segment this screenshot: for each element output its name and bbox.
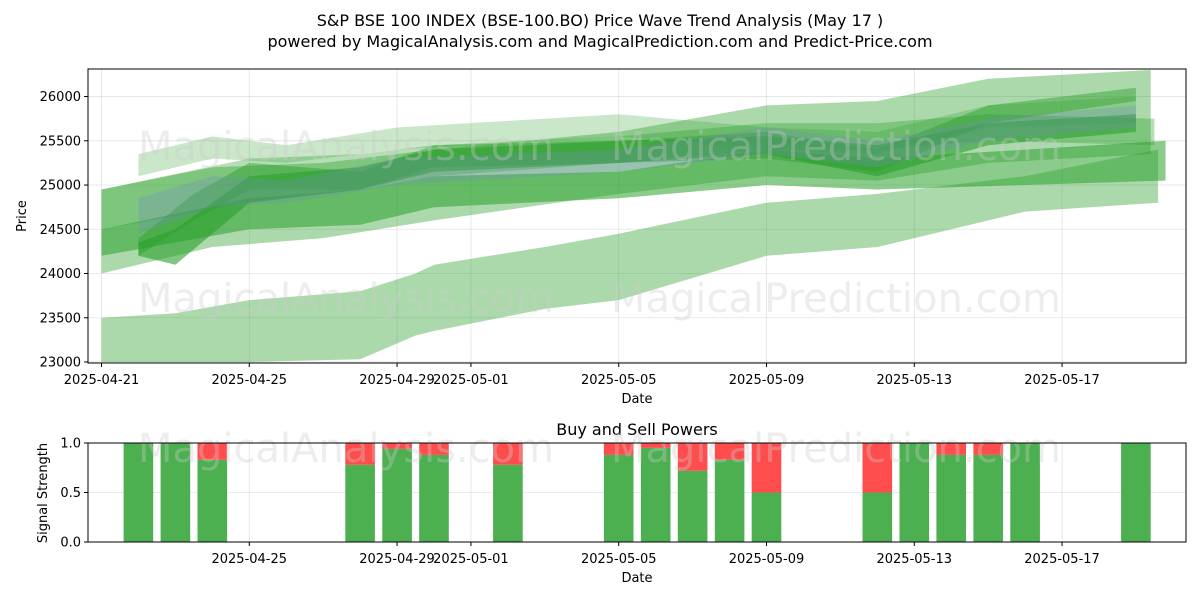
buy-bar: [1010, 443, 1040, 542]
watermark-mid-left: MagicalAnalysis.com: [138, 276, 554, 322]
buy-bar: [862, 492, 893, 542]
buy-sell-y-axis-label: Signal Strength: [36, 443, 51, 543]
buy-bar: [345, 464, 375, 542]
sell-bar: [197, 443, 228, 460]
sell-bar: [345, 443, 375, 465]
price-band: [138, 87, 1136, 256]
sell-bar: [714, 443, 745, 460]
price-y-axis-label: Price: [15, 200, 30, 232]
buy-sell-x-tick-label: 2025-05-13: [876, 552, 952, 567]
buy-sell-y-ticks: 0.0 0.5 1.0: [60, 437, 88, 551]
price-x-axis-label: Date: [621, 392, 652, 407]
price-y-tick-label: 23000: [40, 356, 81, 371]
price-chart-grid: [88, 69, 1186, 363]
sell-bar: [677, 443, 708, 471]
buy-sell-x-axis-label: Date: [621, 571, 652, 586]
buy-sell-x-tick-label: 2025-05-17: [1024, 552, 1100, 567]
buy-bar: [1121, 443, 1151, 542]
buy-bar: [751, 492, 782, 542]
watermark-mid-right: MagicalPrediction.com: [611, 276, 1061, 322]
price-band: [138, 105, 1136, 234]
price-y-tick-label: 24500: [40, 223, 81, 238]
buy-bar: [419, 454, 449, 542]
buy-bar: [493, 464, 523, 542]
buy-sell-chart: Buy and Sell Powers MagicalAnalysis.com …: [36, 420, 1187, 586]
buy-bar: [160, 443, 191, 542]
price-band: [138, 96, 1136, 177]
price-y-ticks: 23000 23500 24000 24500 25000 25500 26000: [40, 90, 88, 371]
price-chart: MagicalAnalysis.com MagicalPrediction.co…: [15, 68, 1187, 407]
price-band: [101, 70, 1151, 274]
sell-bar: [936, 443, 966, 455]
sell-bar: [640, 443, 671, 448]
buy-sell-y-tick-label: 0.5: [60, 486, 81, 501]
buy-sell-y-tick-label: 0.0: [60, 536, 81, 551]
buy-sell-chart-title: Buy and Sell Powers: [556, 420, 718, 439]
buy-sell-bars: [123, 443, 1151, 542]
buy-sell-x-tick-label: 2025-05-05: [581, 552, 657, 567]
sell-bar: [419, 443, 449, 455]
chart-title: S&P BSE 100 INDEX (BSE-100.BO) Price Wav…: [317, 11, 884, 30]
watermark-top-left: MagicalAnalysis.com: [138, 124, 554, 170]
sell-bar: [603, 443, 634, 455]
price-y-tick-label: 26000: [40, 90, 81, 105]
chart-subtitle: powered by MagicalAnalysis.com and Magic…: [267, 32, 932, 51]
sell-bar: [382, 443, 412, 449]
buy-bar: [936, 454, 966, 542]
sell-bar: [973, 443, 1003, 455]
watermark-bottom-right: MagicalPrediction.com: [611, 426, 1061, 472]
price-x-tick-label: 2025-04-29: [359, 373, 435, 388]
sell-bar: [862, 443, 893, 493]
buy-bar: [640, 447, 671, 542]
watermark-top-right: MagicalPrediction.com: [611, 124, 1061, 170]
price-x-ticks: 2025-04-21 2025-04-25 2025-04-292025-05-01…: [64, 363, 1100, 388]
buy-bar: [603, 454, 634, 542]
price-x-tick-label: 2025-04-25: [211, 373, 287, 388]
sell-bar: [493, 443, 523, 465]
buy-bar: [197, 459, 228, 542]
buy-sell-x-tick-label: 2025-04-29: [359, 552, 435, 567]
buy-bar: [677, 470, 708, 542]
watermark-bottom-left: MagicalAnalysis.com: [138, 426, 554, 472]
buy-bar: [382, 448, 412, 542]
buy-sell-x-tick-label: 2025-04-25: [211, 552, 287, 567]
price-x-tick-label: 2025-05-13: [876, 373, 952, 388]
price-x-tick-label: 2025-05-09: [729, 373, 805, 388]
buy-sell-y-tick-label: 1.0: [60, 437, 81, 452]
price-x-tick-label: 2025-05-17: [1024, 373, 1100, 388]
price-y-tick-label: 24000: [40, 267, 81, 282]
price-x-tick-label: 2025-04-21: [64, 373, 140, 388]
price-y-tick-label: 23500: [40, 311, 81, 326]
price-chart-border: [87, 68, 1187, 364]
price-x-tick-label: 2025-05-05: [581, 373, 657, 388]
price-band: [138, 114, 1136, 265]
price-y-tick-label: 25500: [40, 134, 81, 149]
price-band: [101, 149, 1159, 362]
buy-sell-x-tick-label: 2025-05-09: [729, 552, 805, 567]
sell-bar: [751, 443, 782, 493]
price-bands: [101, 70, 1166, 362]
buy-bar: [899, 443, 930, 542]
price-y-tick-label: 25000: [40, 179, 81, 194]
buy-bar: [714, 459, 745, 542]
buy-sell-x-tick-label: 2025-05-01: [433, 552, 509, 567]
buy-bar: [973, 454, 1003, 542]
buy-bar: [123, 443, 154, 542]
price-x-tick-label: 2025-05-01: [433, 373, 509, 388]
